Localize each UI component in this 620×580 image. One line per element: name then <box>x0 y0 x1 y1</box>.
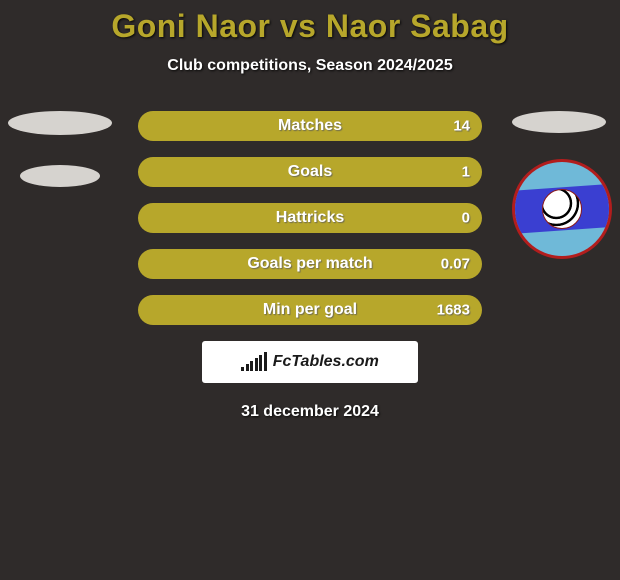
bars-chart-icon <box>241 353 267 371</box>
stat-value: 1 <box>462 164 470 181</box>
stat-bar: Goals per match 0.07 <box>138 249 482 279</box>
stat-bar: Goals 1 <box>138 157 482 187</box>
stat-label: Goals <box>288 163 332 181</box>
stat-value: 14 <box>453 118 470 135</box>
team-badge <box>512 159 612 259</box>
stat-bar: Matches 14 <box>138 111 482 141</box>
soccer-ball-icon <box>542 189 581 228</box>
left-ellipse-1 <box>8 111 112 135</box>
brand-badge: FcTables.com <box>202 341 418 383</box>
stat-value: 1683 <box>437 302 470 319</box>
brand-text: FcTables.com <box>273 353 379 371</box>
stat-bar: Hattricks 0 <box>138 203 482 233</box>
stat-value: 0 <box>462 210 470 227</box>
bars-area: Matches 14 Goals 1 Hattricks 0 Goals per match… <box>0 111 620 421</box>
subtitle: Club competitions, Season 2024/2025 <box>0 57 620 75</box>
stat-label: Goals per match <box>247 255 372 273</box>
stat-bar: Min per goal 1683 <box>138 295 482 325</box>
stat-label: Hattricks <box>276 209 344 227</box>
date-line: 31 december 2024 <box>0 403 620 421</box>
stat-value: 0.07 <box>441 256 470 273</box>
page-title: Goni Naor vs Naor Sabag <box>0 0 620 45</box>
comparison-infographic: Goni Naor vs Naor Sabag Club competition… <box>0 0 620 580</box>
right-ellipse <box>512 111 606 133</box>
stat-label: Min per goal <box>263 301 357 319</box>
stat-label: Matches <box>278 117 342 135</box>
left-ellipse-2 <box>20 165 100 187</box>
